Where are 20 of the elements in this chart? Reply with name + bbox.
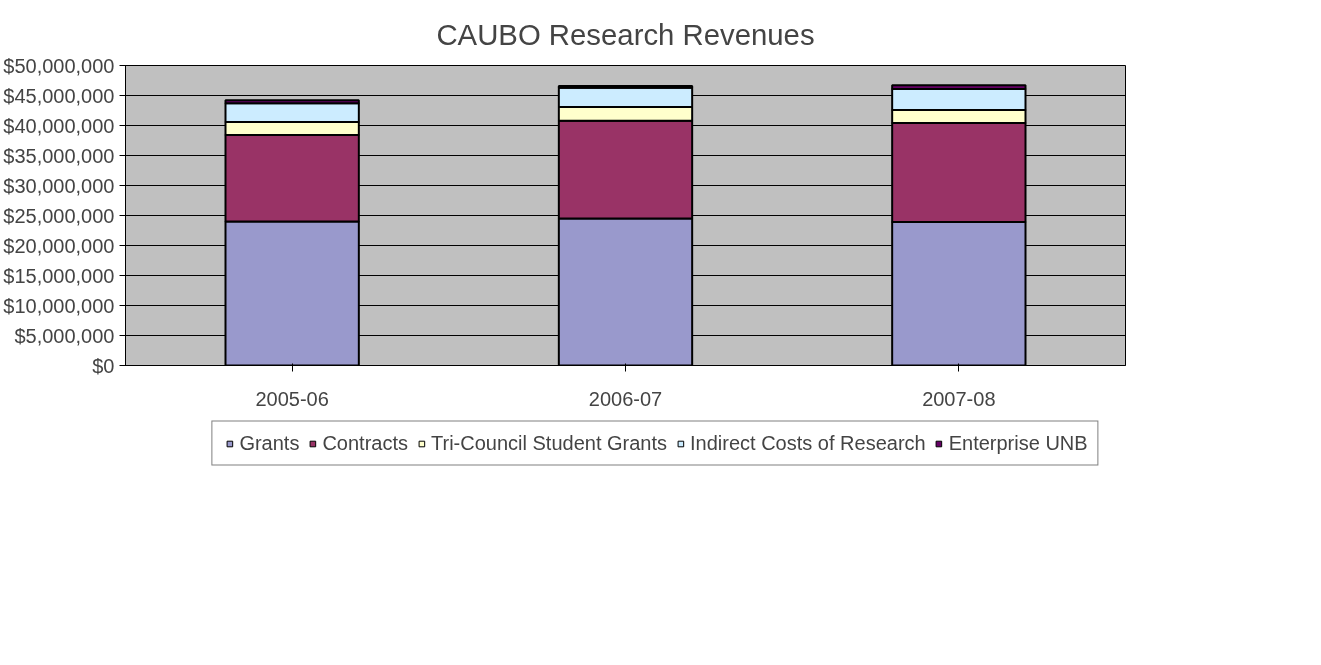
legend-label: Indirect Costs of Research xyxy=(690,431,926,455)
x-tick-label: 2007-08 xyxy=(922,387,996,410)
y-tick-label: $10,000,000 xyxy=(3,294,115,317)
chart-title: CAUBO Research Revenues xyxy=(436,17,815,51)
y-tick-label: $15,000,000 xyxy=(3,264,115,287)
y-tick-label: $45,000,000 xyxy=(3,84,115,107)
legend-label: Grants xyxy=(239,431,300,455)
y-tick-label: $0 xyxy=(92,354,115,377)
y-tick-label: $35,000,000 xyxy=(3,144,115,167)
legend-label: Tri-Council Student Grants xyxy=(431,431,668,455)
x-tick-label: 2006-07 xyxy=(588,387,663,410)
y-tick-label: $30,000,000 xyxy=(3,174,115,197)
y-tick-label: $50,000,000 xyxy=(3,54,115,77)
y-tick-label: $40,000,000 xyxy=(3,114,115,137)
legend-label: Enterprise UNB xyxy=(948,431,1088,455)
legend-label: Contracts xyxy=(322,431,409,455)
y-tick-label: $5,000,000 xyxy=(14,324,115,347)
y-tick-label: $20,000,000 xyxy=(3,234,115,257)
y-tick-label: $25,000,000 xyxy=(3,204,115,227)
x-tick-label: 2005-06 xyxy=(255,387,329,410)
